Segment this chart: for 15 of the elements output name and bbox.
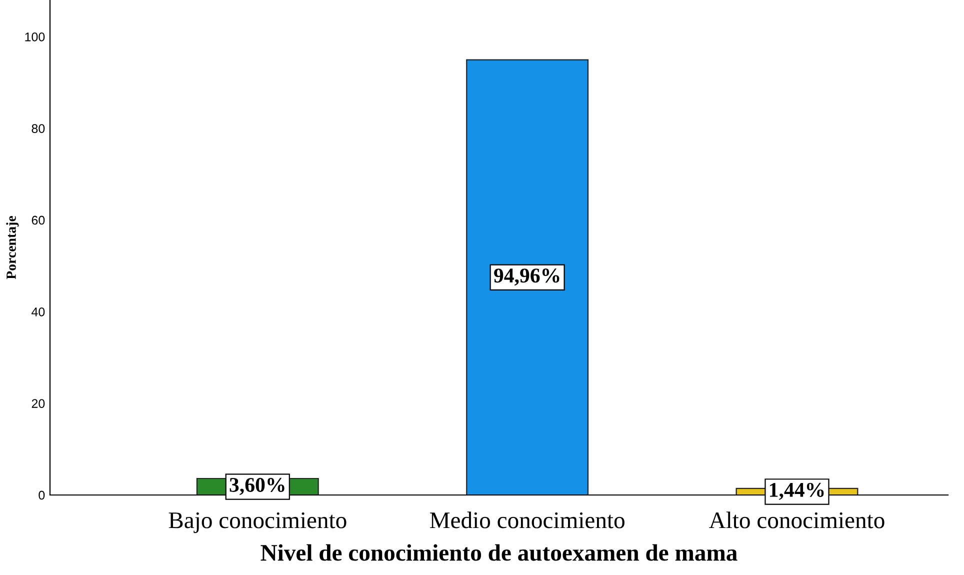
y-axis-title: Porcentaje (6, 216, 19, 280)
x-tick-label: Bajo conocimiento (168, 512, 346, 534)
y-tick-label: 80 (32, 124, 45, 133)
x-axis-title: Nivel de conocimiento de autoexamen de mama (260, 544, 738, 561)
y-tick-label: 40 (32, 307, 45, 316)
data-label: 94,96% (494, 268, 560, 286)
y-tick-label: 100 (25, 32, 45, 42)
y-tick-label: 20 (32, 399, 45, 408)
data-label: 1,44% (770, 482, 824, 500)
x-tick-label: Alto conocimiento (709, 512, 884, 528)
y-tick-label: 0 (38, 490, 45, 500)
bar (466, 59, 589, 495)
y-tick-label: 60 (32, 216, 45, 225)
x-tick-label: Medio conocimiento (430, 512, 624, 528)
data-label: 3,60% (230, 478, 284, 495)
